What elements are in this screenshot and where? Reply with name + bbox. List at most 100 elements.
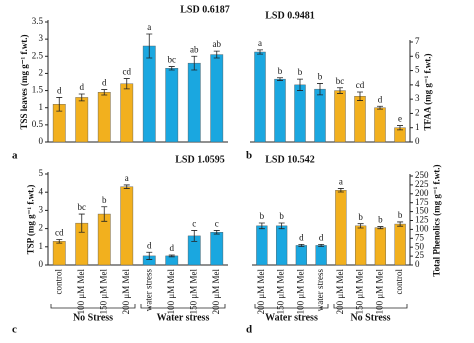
bar xyxy=(354,96,366,143)
bar xyxy=(52,241,66,266)
group-bracket xyxy=(333,304,408,309)
error-bar xyxy=(258,222,265,230)
y-tick-label: 0 xyxy=(39,259,44,269)
error-bar xyxy=(357,223,364,229)
group-bracket xyxy=(140,304,226,309)
y-tick-label: 0 xyxy=(39,136,44,146)
error-bar xyxy=(56,239,63,244)
error-bar xyxy=(277,77,283,81)
significance-letter: d xyxy=(299,232,304,242)
significance-letter: b xyxy=(378,215,383,225)
significance-letter: d xyxy=(319,232,324,242)
x-tick-label: 150 μM Mel xyxy=(276,269,286,315)
error-bar xyxy=(78,93,85,102)
significance-letter: a xyxy=(147,22,151,32)
group-bracket xyxy=(254,304,329,309)
group-label: Water stress xyxy=(265,312,318,323)
x-tick-label: water stress xyxy=(143,269,153,312)
bar xyxy=(75,97,89,143)
y-axis-label: TSP (mg g⁻¹ f.wt.) xyxy=(26,185,36,255)
y-tick-label: 1.5 xyxy=(32,85,44,95)
bar xyxy=(254,51,266,143)
error-bar xyxy=(146,251,153,260)
y-tick-label: 3 xyxy=(39,204,44,214)
significance-letter: b xyxy=(260,211,265,221)
y-tick-label: 250 xyxy=(415,170,429,180)
bar xyxy=(374,107,386,143)
bar xyxy=(187,62,201,143)
bar xyxy=(314,88,326,143)
y-tick-label: 0 xyxy=(415,136,420,146)
error-bar xyxy=(357,91,363,101)
significance-letter: c xyxy=(192,218,196,228)
group-bracket xyxy=(50,304,136,309)
error-bar xyxy=(101,89,108,96)
error-bar xyxy=(123,78,130,90)
significance-letter: b xyxy=(278,66,283,76)
error-bar xyxy=(56,97,63,112)
chart-title: LSD 0.6187 xyxy=(180,4,229,15)
error-bar xyxy=(397,125,403,131)
y-tick-label: 7 xyxy=(415,36,420,46)
error-bar xyxy=(191,230,198,242)
bar xyxy=(256,225,268,266)
error-bar xyxy=(101,206,108,222)
y-tick-label: 175 xyxy=(415,197,429,207)
significance-letter: d xyxy=(80,82,85,92)
significance-letter: b xyxy=(279,211,284,221)
error-bar xyxy=(298,243,305,247)
significance-letter: cd xyxy=(123,67,132,77)
significance-letter: b xyxy=(318,71,323,81)
y-tick-label: 0 xyxy=(415,259,420,269)
significance-letter: d xyxy=(170,243,175,253)
bar xyxy=(120,83,134,143)
bar xyxy=(315,245,327,266)
bar xyxy=(165,68,179,143)
y-tick-label: 5 xyxy=(415,65,420,75)
significance-letter: b xyxy=(102,195,107,205)
panel-label: c xyxy=(12,324,17,336)
bar xyxy=(294,84,306,143)
error-bar xyxy=(377,105,383,110)
x-tick-label: 150 μM Mel xyxy=(188,269,198,315)
significance-letter: c xyxy=(215,218,219,228)
bar xyxy=(274,78,286,143)
y-tick-label: 1 xyxy=(415,122,420,132)
y-tick-label: 200 xyxy=(415,188,429,198)
x-tick-label: 200 μM Mel xyxy=(121,269,131,315)
error-bar xyxy=(191,55,198,71)
error-bar xyxy=(213,230,220,235)
error-bar xyxy=(278,222,285,230)
significance-letter: e xyxy=(398,114,402,124)
chart-title: LSD 10.542 xyxy=(265,154,314,165)
error-bar xyxy=(146,33,153,59)
y-tick-label: 3 xyxy=(415,93,420,103)
error-bar xyxy=(213,50,220,59)
y-tick-label: 4 xyxy=(415,79,420,89)
bar xyxy=(354,225,367,266)
x-tick-label: 100 μM Mel xyxy=(295,269,305,315)
significance-letter: cd xyxy=(55,228,64,238)
x-tick-label: water stress xyxy=(315,269,325,312)
significance-letter: b xyxy=(358,212,363,222)
error-bar xyxy=(257,49,263,55)
group-label: Water stress xyxy=(157,312,210,323)
significance-letter: d xyxy=(102,78,107,88)
x-tick-label: control xyxy=(53,269,63,295)
y-tick-label: 50 xyxy=(415,241,425,251)
error-bar xyxy=(168,66,175,71)
x-tick-label: 100 μM Mel xyxy=(76,269,86,315)
significance-letter: cd xyxy=(356,80,365,90)
x-tick-label: 200 μM Mel xyxy=(256,269,266,315)
bar xyxy=(295,245,308,266)
error-bar xyxy=(297,78,303,91)
bar xyxy=(275,225,288,266)
error-bar xyxy=(123,184,130,189)
significance-letter: bc xyxy=(336,76,345,86)
bar xyxy=(142,45,156,143)
error-bar xyxy=(318,243,325,247)
significance-letter: d xyxy=(57,85,62,95)
significance-letter: a xyxy=(125,173,129,183)
group-label: No Stress xyxy=(73,312,113,323)
